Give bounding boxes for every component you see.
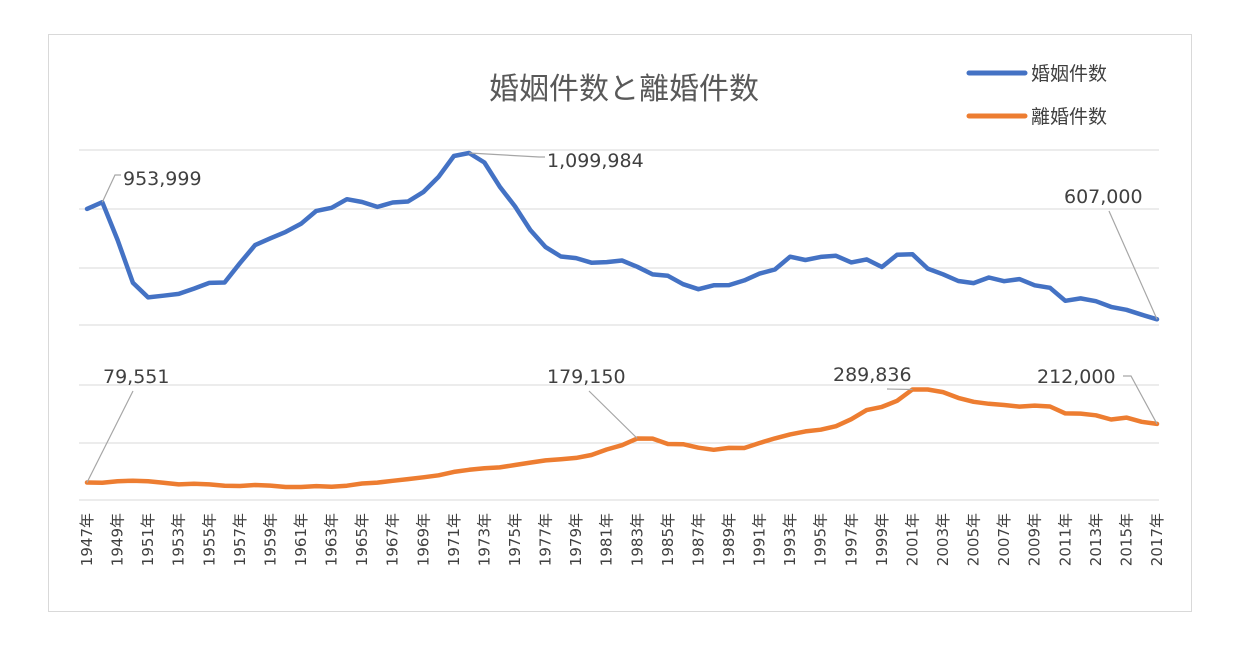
leader-line bbox=[1108, 210, 1158, 320]
x-tick-label: 1979年 bbox=[567, 513, 585, 566]
x-tick-label: 1949年 bbox=[109, 513, 127, 566]
x-tick-label: 1953年 bbox=[170, 513, 188, 566]
x-tick-label: 1981年 bbox=[598, 513, 616, 566]
x-tick-label: 2015年 bbox=[1117, 513, 1135, 566]
x-tick-label: 1977年 bbox=[537, 513, 555, 566]
line-chart: 婚姻件数と離婚件数 婚姻件数 離婚件数 953,999 1,099,984 607,… bbox=[78, 63, 1166, 566]
x-tick-label: 1957年 bbox=[231, 513, 249, 566]
x-tick-label: 2017年 bbox=[1148, 513, 1166, 566]
x-tick-label: 2001年 bbox=[903, 513, 921, 566]
x-tick-label: 2003年 bbox=[934, 513, 952, 566]
gridlines bbox=[79, 149, 1159, 501]
x-tick-label: 1991年 bbox=[751, 513, 769, 566]
x-tick-label: 2011年 bbox=[1056, 513, 1074, 566]
x-tick-label: 1983年 bbox=[628, 513, 646, 566]
data-label-marriages: 1,099,984 bbox=[547, 150, 644, 172]
x-tick-label: 2009年 bbox=[1026, 513, 1044, 566]
data-label-marriages: 607,000 bbox=[1064, 186, 1143, 208]
x-tick-label: 1965年 bbox=[353, 513, 371, 566]
legend: 婚姻件数 離婚件数 bbox=[966, 63, 1107, 128]
x-axis: 1947年 1949年 1951年 1953年 1955年 1957年 1959年 1961年… bbox=[78, 513, 1166, 566]
x-tick-label: 2007年 bbox=[995, 513, 1013, 566]
chart-title: 婚姻件数と離婚件数 bbox=[489, 72, 759, 107]
x-tick-label: 1999年 bbox=[873, 513, 891, 566]
x-tick-label: 1985年 bbox=[659, 513, 677, 566]
x-tick-label: 1963年 bbox=[323, 513, 341, 566]
data-label-divorces: 212,000 bbox=[1037, 366, 1116, 388]
data-labels: 953,999 1,099,984 607,000 79,551 179,150 289,… bbox=[86, 150, 1158, 483]
series-layer bbox=[84, 150, 1160, 490]
x-tick-label: 1967年 bbox=[384, 513, 402, 566]
x-tick-label: 1961年 bbox=[292, 513, 310, 566]
x-tick-label: 2013年 bbox=[1087, 513, 1105, 566]
data-label-divorces: 179,150 bbox=[547, 366, 626, 388]
series-line-divorces bbox=[84, 387, 1160, 490]
leader-line bbox=[101, 174, 121, 203]
x-tick-label: 2005年 bbox=[965, 513, 983, 566]
data-label-divorces: 79,551 bbox=[103, 366, 169, 388]
legend-label-marriages: 婚姻件数 bbox=[1031, 63, 1107, 85]
data-label-marriages: 953,999 bbox=[123, 168, 202, 190]
data-label-divorces: 289,836 bbox=[833, 364, 912, 386]
x-tick-label: 1975年 bbox=[506, 513, 524, 566]
x-tick-label: 1997年 bbox=[842, 513, 860, 566]
legend-label-divorces: 離婚件数 bbox=[1031, 106, 1107, 128]
x-tick-label: 1995年 bbox=[812, 513, 830, 566]
x-tick-label: 1951年 bbox=[139, 513, 157, 566]
series-line-marriages bbox=[84, 150, 1160, 322]
chart-area: 婚姻件数と離婚件数 婚姻件数 離婚件数 953,999 1,099,984 607,… bbox=[48, 34, 1192, 612]
leader-line bbox=[469, 152, 545, 158]
x-tick-label: 1993年 bbox=[781, 513, 799, 566]
x-tick-label: 1955年 bbox=[200, 513, 218, 566]
x-tick-label: 1969年 bbox=[414, 513, 432, 566]
leader-line bbox=[86, 390, 134, 483]
leader-line bbox=[588, 390, 638, 439]
x-tick-label: 1973年 bbox=[475, 513, 493, 566]
x-tick-label: 1989年 bbox=[720, 513, 738, 566]
x-tick-label: 1947年 bbox=[78, 513, 96, 566]
x-tick-label: 1971年 bbox=[445, 513, 463, 566]
leader-line bbox=[1123, 375, 1158, 425]
x-tick-label: 1987年 bbox=[689, 513, 707, 566]
x-tick-label: 1959年 bbox=[261, 513, 279, 566]
